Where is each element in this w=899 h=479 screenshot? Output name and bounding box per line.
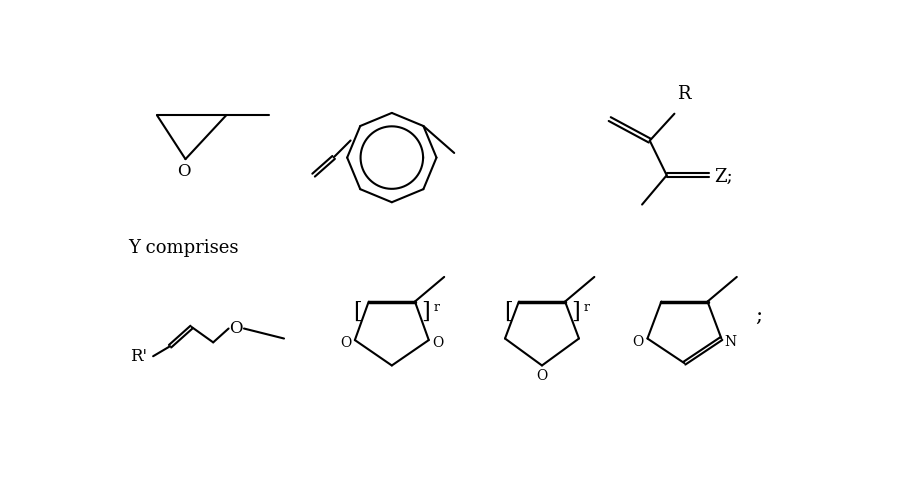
Text: O: O — [537, 369, 547, 383]
Text: O: O — [633, 335, 644, 349]
Text: ]: ] — [572, 301, 580, 322]
Text: O: O — [229, 320, 243, 337]
Text: Y comprises: Y comprises — [129, 240, 239, 257]
Text: r: r — [433, 301, 440, 314]
Text: Z;: Z; — [715, 168, 734, 186]
Text: R: R — [677, 85, 690, 103]
Text: O: O — [432, 336, 443, 350]
Text: [: [ — [503, 301, 512, 322]
Text: O: O — [177, 163, 191, 180]
Text: N: N — [725, 335, 736, 349]
Text: ]: ] — [422, 301, 430, 322]
Text: O: O — [340, 336, 352, 350]
Text: [: [ — [353, 301, 362, 322]
Text: ;: ; — [755, 306, 762, 325]
Text: R': R' — [130, 348, 147, 365]
Text: r: r — [583, 301, 590, 314]
